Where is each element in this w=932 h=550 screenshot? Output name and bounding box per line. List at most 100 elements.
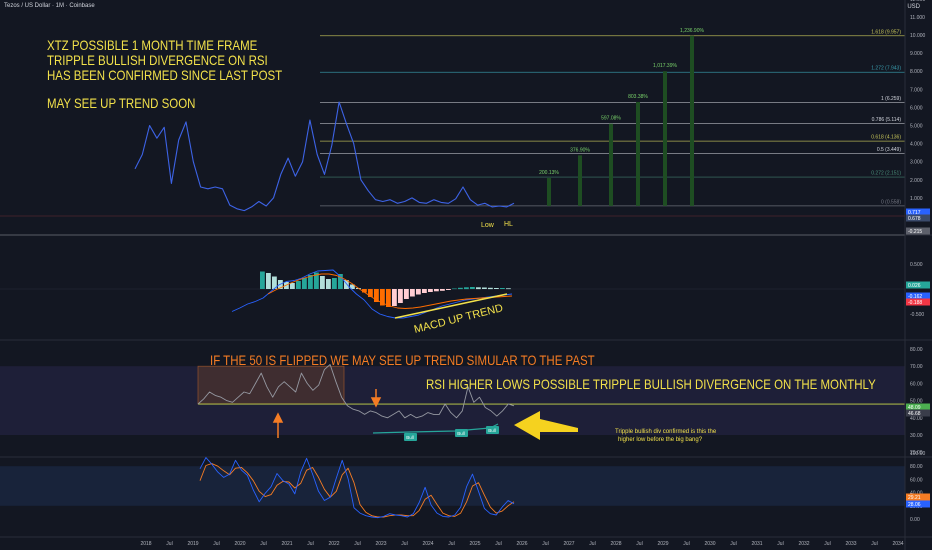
time-axis-label: Jul <box>166 541 172 547</box>
macd-histogram-bar <box>296 281 301 289</box>
target-bar-label: 1,236.90% <box>680 28 704 34</box>
macd-histogram-bar <box>308 275 313 289</box>
stoch-value-badge-label: 28.06 <box>908 502 921 508</box>
macd-histogram-bar <box>260 271 265 289</box>
confirm-note-2: higher low before the big bang? <box>618 437 703 443</box>
time-axis-label: 2026 <box>516 541 527 547</box>
macd-line <box>231 269 513 319</box>
macd-value-badge-label: 0.026 <box>908 283 921 289</box>
target-bar-label: 597.08% <box>601 116 621 122</box>
price-axis-badge-label: 0.717 <box>908 210 921 216</box>
rsi-ytick-label: 60.00 <box>910 381 923 387</box>
time-axis-label: Jul <box>495 541 501 547</box>
macd-histogram-bar <box>302 278 307 289</box>
time-axis-label: 2020 <box>234 541 245 547</box>
macd-histogram-bar <box>404 289 409 299</box>
bull-badge-label: Bull <box>406 435 414 440</box>
time-axis-label: Jul <box>777 541 783 547</box>
orange-down-arrow <box>370 389 382 408</box>
target-bar <box>663 71 667 206</box>
rsi-highlight-box <box>197 365 345 405</box>
fib-level-label: 1.618 (9.957) <box>871 29 901 35</box>
macd-ytick-label: -0.500 <box>910 312 924 318</box>
macd-histogram-bar <box>506 288 511 290</box>
time-axis-label: 2027 <box>563 541 574 547</box>
macd-signal-line <box>267 273 513 309</box>
stoch-k-line <box>199 457 515 519</box>
macd-histogram-bar <box>434 289 439 292</box>
target-bar-label: 376.90% <box>570 147 590 153</box>
macd-histogram-bar <box>320 276 325 289</box>
price-ytick-label: 7.000 <box>910 87 923 93</box>
bull-badge-label: Bull <box>488 428 496 433</box>
time-axis-label: Jul <box>448 541 454 547</box>
macd-histogram-bar <box>500 288 505 289</box>
stoch-d-line <box>199 463 515 518</box>
macd-histogram-bar <box>410 289 415 297</box>
time-axis-label: 2024 <box>422 541 433 547</box>
fib-level-label: 0.786 (5.114) <box>872 117 902 123</box>
macd-histogram-bar <box>314 272 319 289</box>
orange-up-arrow <box>272 412 284 438</box>
rsi-ytick-label: 20.00 <box>910 450 923 456</box>
stoch-ytick-label: 80.00 <box>910 464 923 470</box>
stoch-ytick-label: 100.00 <box>910 451 926 457</box>
macd-histogram-bar <box>488 287 493 290</box>
time-axis-label: Jul <box>589 541 595 547</box>
time-axis-label: 2021 <box>281 541 292 547</box>
rsi-ytick-label: 70.00 <box>910 364 923 370</box>
stoch-ytick-label: 0.00 <box>910 517 920 523</box>
symbol-title[interactable]: Tezos / US Dollar · 1M · Coinbase <box>4 3 95 9</box>
price-ytick-label: 11.000 <box>910 15 925 21</box>
stoch-band <box>0 466 905 506</box>
headline-line-1: XTZ POSSIBLE 1 MONTH TIME FRAME <box>47 37 258 53</box>
time-axis-label: 2032 <box>798 541 809 547</box>
price-axis-badge <box>906 214 930 222</box>
price-ytick-label: 9.000 <box>910 51 923 57</box>
rsi-series-line <box>197 364 515 419</box>
time-axis-label: Jul <box>213 541 219 547</box>
macd-histogram-bar <box>446 289 451 290</box>
macd-histogram-bar <box>350 284 355 289</box>
price-ytick-label: 3.000 <box>910 160 923 166</box>
time-axis-label: 2025 <box>469 541 480 547</box>
price-ytick-label: 5.000 <box>910 124 923 130</box>
time-axis-label: 2022 <box>328 541 339 547</box>
time-axis-label: Jul <box>683 541 689 547</box>
price-axis-badge <box>906 208 930 216</box>
time-axis-label: 2034 <box>892 541 903 547</box>
target-bar-label: 200.13% <box>539 170 559 176</box>
time-axis-label: 2033 <box>845 541 856 547</box>
time-axis-label: Jul <box>542 541 548 547</box>
target-bar <box>636 101 640 206</box>
stoch-value-badge-label: 29.21 <box>908 495 921 501</box>
time-axis-label: 2018 <box>140 541 151 547</box>
macd-value-badge <box>906 292 930 300</box>
bull-badge-label: Bull <box>457 431 465 436</box>
macd-histogram-bar <box>422 289 427 293</box>
time-axis-label: Jul <box>260 541 266 547</box>
rsi-value-badge-label: 48.09 <box>908 405 921 411</box>
target-bar <box>547 177 551 206</box>
macd-histogram-bar <box>326 279 331 289</box>
macd-histogram-bar <box>344 280 349 289</box>
confirm-note-1: Tripple bullish div confirmed is this th… <box>615 429 717 435</box>
price-ytick-label: 10.000 <box>910 33 926 39</box>
price-ytick-label: 1.000 <box>910 196 923 202</box>
currency-label[interactable]: USD <box>907 4 920 10</box>
price-ytick-label: 4.000 <box>910 142 923 148</box>
fifty-flip-note: IF THE 50 IS FLIPPED WE MAY SEE UP TREND… <box>210 352 595 368</box>
price-ytick-label: 2.000 <box>910 178 923 184</box>
fib-level-label: 0 (0.558) <box>881 199 901 205</box>
stoch-value-badge <box>906 500 930 508</box>
time-axis-label: Jul <box>730 541 736 547</box>
fib-level-label: 1 (6.259) <box>881 96 901 102</box>
low-annotation: Low <box>481 222 495 229</box>
price-axis-badge-label: -0.215 <box>908 229 922 235</box>
rsi-ytick-label: 80.00 <box>910 347 923 353</box>
target-bar <box>578 155 582 206</box>
time-axis-label: 2019 <box>187 541 198 547</box>
macd-histogram-bar <box>272 276 277 289</box>
